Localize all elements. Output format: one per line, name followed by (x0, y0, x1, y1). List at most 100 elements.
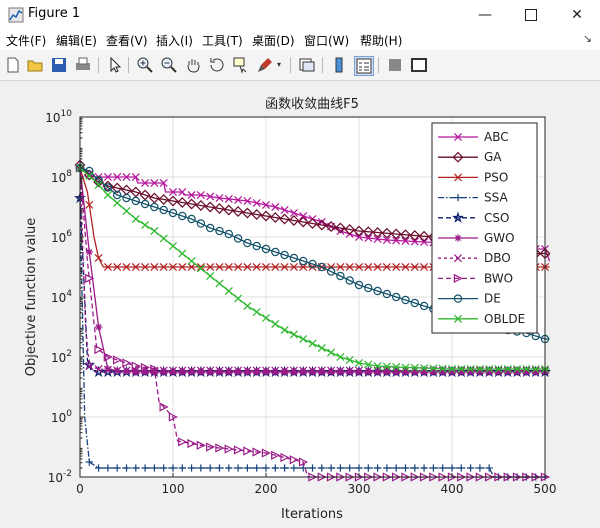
y-tick-label: 10-2 (48, 469, 72, 485)
data-point-ga (130, 186, 142, 198)
data-point-gwo (485, 368, 493, 376)
maximize-icon (525, 9, 537, 21)
data-point-de (336, 271, 345, 281)
data-point-gwo (318, 368, 326, 376)
data-point-gwo (234, 368, 242, 376)
new-file-icon[interactable] (4, 56, 22, 74)
data-point-de (131, 196, 140, 206)
menu-insert[interactable]: 插入(I) (156, 34, 193, 48)
data-point-abc (410, 237, 419, 246)
zoom-out-icon[interactable] (160, 56, 178, 74)
data-point-pso (159, 262, 168, 272)
data-point-gwo (374, 368, 382, 376)
data-point-oblde (345, 355, 354, 365)
data-point-cso (101, 365, 114, 378)
minimize-button[interactable]: — (462, 0, 508, 30)
menu-tools[interactable]: 工具(T) (202, 34, 243, 48)
data-point-oblde (289, 330, 298, 339)
data-point-ga (232, 206, 244, 217)
data-point-de (373, 286, 382, 296)
menu-desktop[interactable]: 桌面(D) (252, 34, 295, 48)
data-point-abc (261, 200, 271, 210)
data-point-pso (234, 262, 243, 272)
data-point-dbo (261, 366, 271, 375)
zoom-in-icon[interactable] (136, 56, 154, 74)
print-icon[interactable] (74, 56, 92, 74)
data-point-dbo (178, 366, 187, 375)
data-point-oblde (392, 362, 401, 372)
toolbar-separator (322, 57, 323, 73)
data-point-de (317, 262, 326, 272)
data-point-gwo (392, 368, 400, 376)
legend-marker-oblde (453, 314, 463, 323)
save-icon[interactable] (50, 56, 68, 74)
data-point-ssa (95, 464, 103, 472)
data-point-gwo (308, 368, 317, 376)
data-point-oblde (438, 364, 447, 373)
data-point-ssa (290, 464, 298, 472)
data-point-ssa (383, 464, 391, 472)
data-point-bwo (252, 447, 262, 457)
data-point-dbo (196, 366, 205, 375)
data-cursor-icon[interactable] (232, 56, 250, 74)
y-axis-label: Objective function value (24, 218, 39, 377)
legend-marker-pso (453, 173, 463, 182)
brush-icon[interactable] (256, 56, 274, 74)
data-point-oblde (261, 313, 271, 323)
data-point-gwo (327, 368, 335, 376)
data-point-pso (94, 253, 103, 263)
data-point-abc (234, 195, 243, 205)
legend-marker-dbo (453, 254, 463, 263)
rotate-icon[interactable] (208, 56, 226, 74)
data-point-abc (168, 187, 178, 197)
data-point-oblde (429, 364, 438, 373)
data-point-gwo (160, 368, 168, 376)
close-button[interactable]: ✕ (554, 0, 600, 30)
series-line-dbo (79, 167, 550, 372)
dock-icon[interactable] (410, 56, 428, 74)
data-point-bwo (215, 443, 225, 453)
x-tick-label: 100 (162, 482, 185, 496)
data-point-oblde (420, 364, 429, 373)
data-point-oblde (308, 339, 317, 348)
data-point-ga (362, 226, 374, 238)
menu-window[interactable]: 窗口(W) (304, 34, 350, 48)
data-point-oblde (373, 361, 382, 371)
pan-hand-icon[interactable] (184, 56, 202, 74)
data-point-gwo (513, 368, 521, 376)
colorbar-icon[interactable] (330, 56, 348, 74)
data-point-dbo (327, 366, 336, 375)
data-point-ssa (178, 464, 186, 472)
hide-tools-icon[interactable] (386, 56, 404, 74)
link-axes-icon[interactable] (298, 56, 316, 74)
legend-label-pso: PSO (484, 170, 508, 184)
maximize-button[interactable] (508, 0, 554, 30)
menu-view[interactable]: 查看(V) (106, 34, 148, 48)
axis-ticks: 0 100 200 300 400 500 10-2 100 102 104 106 108 1010 (45, 109, 556, 496)
data-point-bwo (140, 362, 151, 373)
series-oblde (75, 163, 550, 374)
data-point-ssa (429, 464, 437, 472)
data-point-ssa (271, 464, 279, 472)
legend-icon[interactable] (354, 56, 374, 76)
data-point-oblde (141, 220, 150, 230)
data-point-dbo (513, 366, 522, 375)
data-point-abc (150, 178, 159, 188)
data-point-oblde (364, 360, 373, 369)
data-point-pso (354, 262, 364, 272)
pointer-icon[interactable] (106, 56, 124, 74)
data-point-ga (214, 203, 225, 214)
menu-edit[interactable]: 编辑(E) (56, 34, 97, 48)
x-tick-label: 500 (534, 482, 557, 496)
menu-file[interactable]: 文件(F) (6, 34, 47, 48)
data-point-de (261, 244, 271, 254)
data-point-de (326, 267, 336, 276)
brush-dropdown-icon[interactable]: ▾ (277, 60, 282, 69)
data-point-dbo (234, 366, 243, 375)
data-point-de (410, 298, 419, 308)
menu-help[interactable]: 帮助(H) (360, 34, 403, 48)
undock-arrow-icon[interactable]: ↘ (582, 32, 592, 45)
data-point-ssa (197, 464, 205, 472)
data-point-ga (158, 194, 170, 205)
open-folder-icon[interactable] (26, 56, 44, 74)
